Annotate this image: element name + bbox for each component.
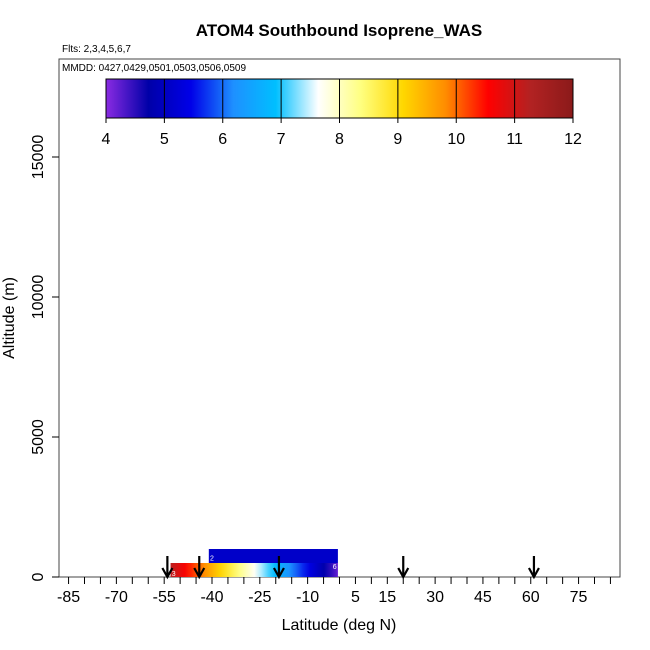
x-tick-label: -70 (105, 589, 128, 606)
bar-mark: 6 (333, 564, 337, 571)
x-tick-label: 30 (426, 589, 444, 606)
colorbar-tick-label: 12 (564, 131, 582, 148)
flight-arrow (193, 556, 206, 580)
colorbar-tick-label: 4 (102, 131, 111, 148)
arrow-head (527, 567, 540, 580)
x-tick-label: 75 (570, 589, 588, 606)
colorbar-tick-label: 9 (393, 131, 402, 148)
x-tick-label: 60 (522, 589, 540, 606)
colorbar-tick-label: 11 (506, 131, 523, 148)
colorbar-tick-label: 5 (160, 131, 169, 148)
chart-title: ATOM4 Southbound Isoprene_WAS (196, 21, 483, 40)
x-tick-label: -55 (153, 589, 176, 606)
x-tick-label: -85 (57, 589, 80, 606)
colorbar: 4 5 6 7 8 9 10 11 12 (102, 78, 582, 148)
y-tick-label: 10000 (30, 275, 47, 320)
flight-arrow (161, 556, 174, 580)
bar-mark: 2 (210, 555, 214, 562)
lower-bar (170, 563, 338, 577)
data-bars: 3 2 6 (170, 549, 338, 578)
colorbar-tick-label: 8 (335, 131, 344, 148)
colorbar-tick-label: 7 (277, 131, 286, 148)
upper-bar (208, 549, 338, 563)
x-tick-label: -25 (248, 589, 271, 606)
colorbar-tick-label: 6 (218, 131, 227, 148)
x-tick-label: 15 (378, 589, 396, 606)
x-tick-label: -40 (200, 589, 223, 606)
y-tick-label: 5000 (30, 419, 47, 455)
bar-mark: 3 (172, 571, 176, 578)
dates-note: MMDD: 0427,0429,0501,0503,0506,0509 (62, 63, 246, 74)
y-axis-label: Altitude (m) (1, 277, 18, 359)
y-tick-label: 15000 (30, 135, 47, 180)
x-tick-label: -10 (296, 589, 319, 606)
flight-arrow (272, 556, 285, 580)
arrow-head (193, 567, 206, 580)
flight-arrows (161, 556, 540, 580)
y-tick-label: 0 (30, 572, 47, 581)
arrow-head (272, 567, 285, 580)
x-axis: -85 -70 -55 -40 -25 -10 5 15 30 45 60 75 (57, 577, 611, 606)
flight-arrow (397, 556, 410, 580)
colorbar-tick-label: 10 (447, 131, 465, 148)
x-axis-label: Latitude (deg N) (282, 617, 397, 634)
flights-note: Flts: 2,3,4,5,6,7 (62, 44, 131, 55)
x-tick-label: 45 (474, 589, 492, 606)
x-tick-label: 5 (351, 589, 360, 606)
y-axis: 0 5000 10000 15000 (30, 135, 59, 581)
flight-arrow (527, 556, 540, 580)
arrow-head (161, 567, 174, 580)
